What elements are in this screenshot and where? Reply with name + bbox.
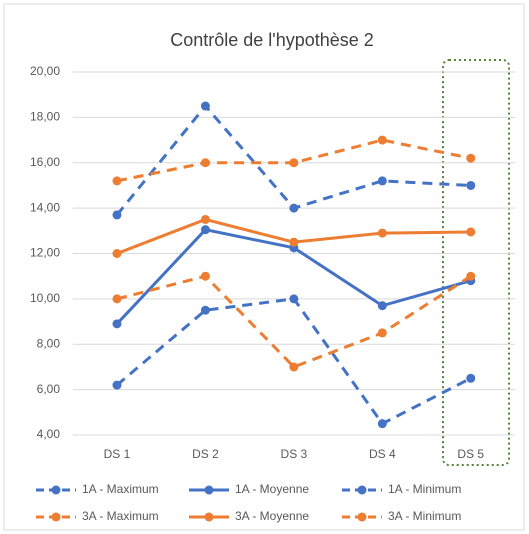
point — [200, 225, 210, 235]
point — [200, 158, 210, 168]
legend-label: 3A - Minimum — [388, 509, 461, 523]
series-line — [116, 274, 472, 369]
x-tick-label: DS 3 — [281, 447, 308, 461]
x-tick-label: DS 4 — [369, 447, 396, 461]
legend-marker — [204, 485, 214, 495]
legend-label: 1A - Maximum — [82, 482, 159, 496]
legend-marker — [51, 512, 61, 522]
point — [377, 228, 387, 238]
x-tick-label: DS 2 — [192, 447, 219, 461]
y-tick-label: 18,00 — [30, 110, 60, 124]
point — [377, 176, 387, 186]
legend-label: 1A - Moyenne — [235, 482, 309, 496]
point — [112, 210, 122, 220]
point — [289, 158, 299, 168]
y-tick-label: 16,00 — [30, 155, 60, 169]
point — [466, 373, 476, 383]
point — [289, 362, 299, 372]
point — [289, 203, 299, 213]
point — [289, 237, 299, 247]
y-tick-label: 8,00 — [37, 336, 61, 350]
point — [466, 227, 476, 237]
x-tick-label: DS 1 — [104, 447, 131, 461]
point — [289, 294, 299, 304]
y-tick-label: 14,00 — [30, 200, 60, 214]
chart-title: Contrôle de l'hypothèse 2 — [170, 30, 374, 50]
point — [377, 301, 387, 311]
y-tick-label: 4,00 — [37, 427, 61, 441]
point — [466, 180, 476, 190]
point — [112, 249, 122, 258]
y-tick-label: 12,00 — [30, 246, 60, 260]
point — [200, 305, 210, 315]
point — [466, 153, 476, 163]
legend-label: 3A - Moyenne — [235, 509, 309, 523]
highlight-box — [442, 59, 510, 466]
legend-marker — [357, 485, 367, 495]
legend-label: 3A - Maximum — [82, 509, 159, 523]
legend-marker — [204, 512, 214, 522]
chart-border — [3, 3, 525, 531]
legend-marker — [357, 512, 367, 522]
point — [377, 328, 387, 338]
point — [377, 419, 387, 429]
point — [112, 176, 122, 186]
y-tick-label: 10,00 — [30, 291, 60, 305]
y-tick-label: 20,00 — [30, 64, 60, 78]
point — [466, 271, 476, 281]
point — [112, 380, 122, 390]
legend-label: 1A - Minimum — [388, 482, 461, 496]
x-tick-label: DS 5 — [457, 447, 484, 461]
point — [112, 319, 122, 329]
point — [377, 135, 387, 145]
point — [200, 214, 210, 224]
point — [112, 294, 122, 304]
y-tick-label: 6,00 — [37, 382, 61, 396]
legend-marker — [51, 485, 61, 495]
point — [200, 101, 210, 111]
point — [200, 271, 210, 281]
